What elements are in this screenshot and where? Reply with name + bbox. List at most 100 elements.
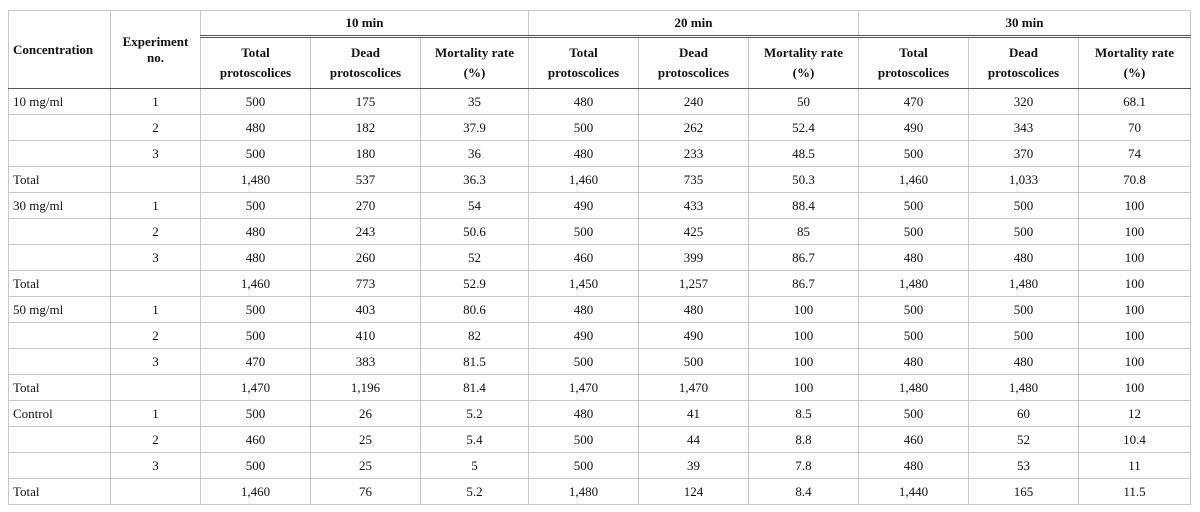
subheader-cell: Dead protoscolices: [310, 36, 421, 89]
header-cell: Concentration: [8, 10, 111, 89]
table-cell: 500: [200, 192, 311, 219]
table-cell: 100: [1078, 244, 1191, 271]
group-header: 10 min: [200, 10, 529, 38]
table-cell: Total: [8, 270, 111, 297]
table-cell: Control: [8, 400, 111, 427]
table-cell: 80.6: [420, 296, 529, 323]
table-cell: 500: [858, 400, 969, 427]
table-cell: 480: [968, 244, 1079, 271]
table-cell: 100: [1078, 192, 1191, 219]
table-cell: 2: [110, 426, 201, 453]
subheader-cell: Total protoscolices: [528, 36, 639, 89]
table-cell: 735: [638, 166, 749, 193]
table-cell: 86.7: [748, 270, 859, 297]
table-cell: [110, 270, 201, 297]
table-row: Total 1,470 1,196 81.4 1,470 1,470 100 1,480 1,4…: [8, 374, 1191, 401]
table-cell: 500: [200, 296, 311, 323]
table-cell: 233: [638, 140, 749, 167]
table-row: Total 1,480 537 36.3 1,460 735 50.3 1,460 1,033 7…: [8, 166, 1191, 193]
table-cell: 124: [638, 478, 749, 505]
table-cell: 425: [638, 218, 749, 245]
table-cell: 480: [200, 114, 311, 141]
subheader-row: Total protoscolices Dead protoscolices Mor…: [9, 36, 1191, 89]
table-cell: 480: [858, 244, 969, 271]
table-cell: 12: [1078, 400, 1191, 427]
table-cell: 2: [110, 322, 201, 349]
table-cell: 1: [110, 88, 201, 115]
table-body: 10 mg/ml 1 500 175 35 480 240 50 470 320 68.1 2 480 1…: [8, 88, 1191, 505]
table-cell: 1,480: [968, 270, 1079, 297]
table-cell: 3: [110, 244, 201, 271]
table-cell: 410: [310, 322, 421, 349]
table-cell: 100: [748, 296, 859, 323]
table-cell: 100: [1078, 322, 1191, 349]
table-cell: 100: [1078, 296, 1191, 323]
table-cell: 1,257: [638, 270, 749, 297]
table-cell: 36: [420, 140, 529, 167]
table-cell: 460: [858, 426, 969, 453]
table-cell: 70: [1078, 114, 1191, 141]
table-cell: 500: [528, 114, 639, 141]
table-row: 2 480 243 50.6 500 425 85 500 500 100: [8, 218, 1191, 245]
table-cell: 480: [528, 296, 639, 323]
table-cell: [8, 244, 111, 271]
table-cell: 7.8: [748, 452, 859, 479]
table-cell: 500: [638, 348, 749, 375]
table-cell: 480: [200, 218, 311, 245]
table-cell: 1: [110, 192, 201, 219]
table-cell: 500: [858, 218, 969, 245]
table-cell: 41: [638, 400, 749, 427]
subheader-cell: Total protoscolices: [858, 36, 969, 89]
table-cell: 52: [420, 244, 529, 271]
table-row: Control 1 500 26 5.2 480 41 8.5 500 60 12: [8, 400, 1191, 427]
table-cell: 1,470: [638, 374, 749, 401]
table-row: 3 500 180 36 480 233 48.5 500 370 74: [8, 140, 1191, 167]
table-row: 3 500 25 5 500 39 7.8 480 53 11: [8, 452, 1191, 479]
table-cell: 37.9: [420, 114, 529, 141]
table-cell: 100: [748, 322, 859, 349]
table-cell: 54: [420, 192, 529, 219]
table-cell: 25: [310, 452, 421, 479]
table-row: 3 470 383 81.5 500 500 100 480 480 100: [8, 348, 1191, 375]
table-cell: 3: [110, 140, 201, 167]
table-cell: 5.2: [420, 400, 529, 427]
table-cell: 182: [310, 114, 421, 141]
table-cell: 100: [748, 374, 859, 401]
table-row: Total 1,460 76 5.2 1,480 124 8.4 1,440 165 11.5: [8, 478, 1191, 505]
table-cell: 2: [110, 114, 201, 141]
table-cell: 480: [528, 400, 639, 427]
table-cell: 165: [968, 478, 1079, 505]
table-row: 2 480 182 37.9 500 262 52.4 490 343 70: [8, 114, 1191, 141]
table-cell: 399: [638, 244, 749, 271]
table-row: 50 mg/ml 1 500 403 80.6 480 480 100 500 500 100: [8, 296, 1191, 323]
table-cell: 30 mg/ml: [8, 192, 111, 219]
table-cell: 500: [858, 140, 969, 167]
table-cell: 70.8: [1078, 166, 1191, 193]
table-row: Total 1,460 773 52.9 1,450 1,257 86.7 1,480 1,48…: [8, 270, 1191, 297]
table-cell: 260: [310, 244, 421, 271]
table-cell: 500: [200, 452, 311, 479]
table-cell: 68.1: [1078, 88, 1191, 115]
table-cell: 500: [968, 322, 1079, 349]
table-cell: 500: [200, 322, 311, 349]
table-cell: 8.5: [748, 400, 859, 427]
table-cell: 500: [968, 218, 1079, 245]
table-cell: 39: [638, 452, 749, 479]
table-cell: 53: [968, 452, 1079, 479]
table-cell: 8.4: [748, 478, 859, 505]
table-cell: 1,480: [200, 166, 311, 193]
table-cell: 52.9: [420, 270, 529, 297]
table-cell: 50.6: [420, 218, 529, 245]
table-cell: 1: [110, 400, 201, 427]
table-cell: 1,460: [200, 478, 311, 505]
table-cell: 773: [310, 270, 421, 297]
table-cell: 44: [638, 426, 749, 453]
table-cell: 5.2: [420, 478, 529, 505]
table-cell: Total: [8, 166, 111, 193]
table-cell: 433: [638, 192, 749, 219]
table-cell: 100: [1078, 348, 1191, 375]
table-cell: [8, 426, 111, 453]
table-cell: 74: [1078, 140, 1191, 167]
table-cell: 1,480: [968, 374, 1079, 401]
